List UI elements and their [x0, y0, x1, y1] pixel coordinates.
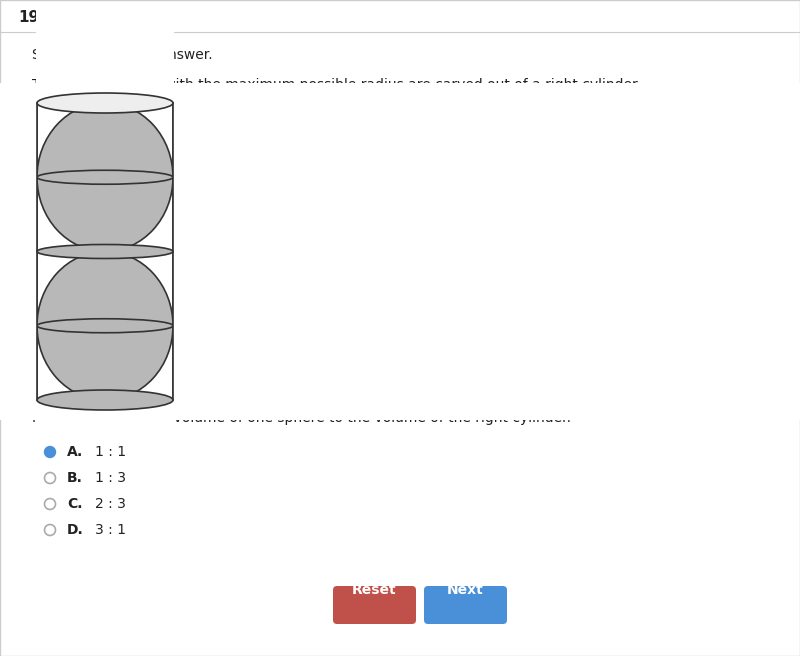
Text: 3 : 1: 3 : 1 — [95, 523, 126, 537]
Text: 19: 19 — [18, 9, 39, 24]
Text: C.: C. — [67, 497, 82, 511]
Circle shape — [45, 447, 55, 457]
Text: D.: D. — [67, 523, 84, 537]
Text: B.: B. — [67, 471, 83, 485]
Ellipse shape — [37, 245, 173, 258]
Bar — [173, 83, 800, 420]
Text: Select the correct answer.: Select the correct answer. — [32, 48, 213, 62]
Ellipse shape — [37, 251, 173, 400]
Text: Two equal spheres with the maximum possible radius are carved out of a right cyl: Two equal spheres with the maximum possi… — [32, 78, 641, 92]
Ellipse shape — [37, 390, 173, 410]
Text: Reset: Reset — [352, 583, 397, 597]
Text: 1 : 1: 1 : 1 — [95, 445, 126, 459]
Text: A.: A. — [67, 445, 83, 459]
FancyBboxPatch shape — [333, 586, 416, 624]
Bar — [36, 3, 174, 103]
Bar — [36, 400, 174, 500]
Text: Next: Next — [447, 583, 484, 597]
Text: Find the ratio of the volume of one sphere to the volume of the right cylinder.: Find the ratio of the volume of one sphe… — [32, 411, 571, 425]
Ellipse shape — [37, 103, 173, 251]
FancyBboxPatch shape — [424, 586, 507, 624]
Text: 1 : 3: 1 : 3 — [95, 471, 126, 485]
Ellipse shape — [37, 93, 173, 113]
Text: 2 : 3: 2 : 3 — [95, 497, 126, 511]
Bar — [0, 83, 37, 420]
